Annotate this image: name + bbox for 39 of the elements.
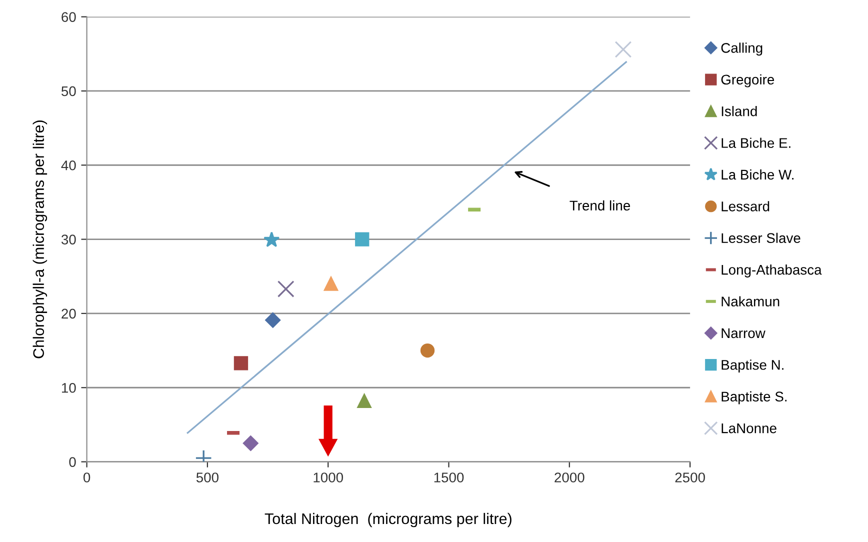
x-tick-label: 1500 (434, 472, 464, 482)
legend-label: La Biche E. (722, 138, 790, 148)
x-tick-label: 2000 (554, 472, 584, 482)
x-tick-label: 1000 (314, 472, 344, 482)
y-tick-label: 10 (62, 382, 76, 393)
legend-label: Baptiste S. (722, 391, 787, 404)
legend-label: Calling (721, 42, 762, 56)
legend-label: Nakamun (722, 296, 780, 306)
point (614, 40, 632, 58)
point (264, 232, 280, 248)
y-tick-label: 0 (69, 457, 76, 467)
y-tick-label: 40 (61, 160, 76, 170)
point (234, 356, 248, 370)
legend-label: La Biche W. (722, 169, 794, 180)
annotation: Trend line (570, 200, 630, 211)
x-axis-title: Total Nitrogen (micrograms per litre) (264, 512, 512, 528)
legend-label: Narrow (722, 328, 766, 338)
point (265, 312, 281, 328)
y-tick-label: 30 (61, 234, 76, 244)
point (277, 280, 294, 298)
x-tick-label: 0 (83, 472, 90, 482)
x-tick-label: 500 (196, 472, 218, 482)
legend-label: Gregoire (721, 74, 774, 88)
legend-label: Lessard (722, 201, 770, 212)
point (357, 394, 372, 408)
y-tick-label: 50 (61, 86, 76, 96)
point (242, 436, 258, 451)
y-axis-title: Chlorophyll-a (micrograms per litre) (32, 120, 48, 358)
x-tick-label: 2500 (675, 472, 705, 482)
y-tick-label: 60 (62, 12, 76, 22)
point (324, 276, 338, 291)
legend-label: Island (722, 106, 757, 116)
point (355, 232, 370, 246)
legend-label: Long-Athabasca (722, 264, 822, 278)
legend-label: Baptise N. (722, 360, 784, 373)
legend-label: LaNonne (722, 424, 776, 434)
y-tick-label: 20 (62, 308, 76, 319)
point (420, 343, 435, 358)
legend-label: Lesser Slave (722, 232, 800, 244)
